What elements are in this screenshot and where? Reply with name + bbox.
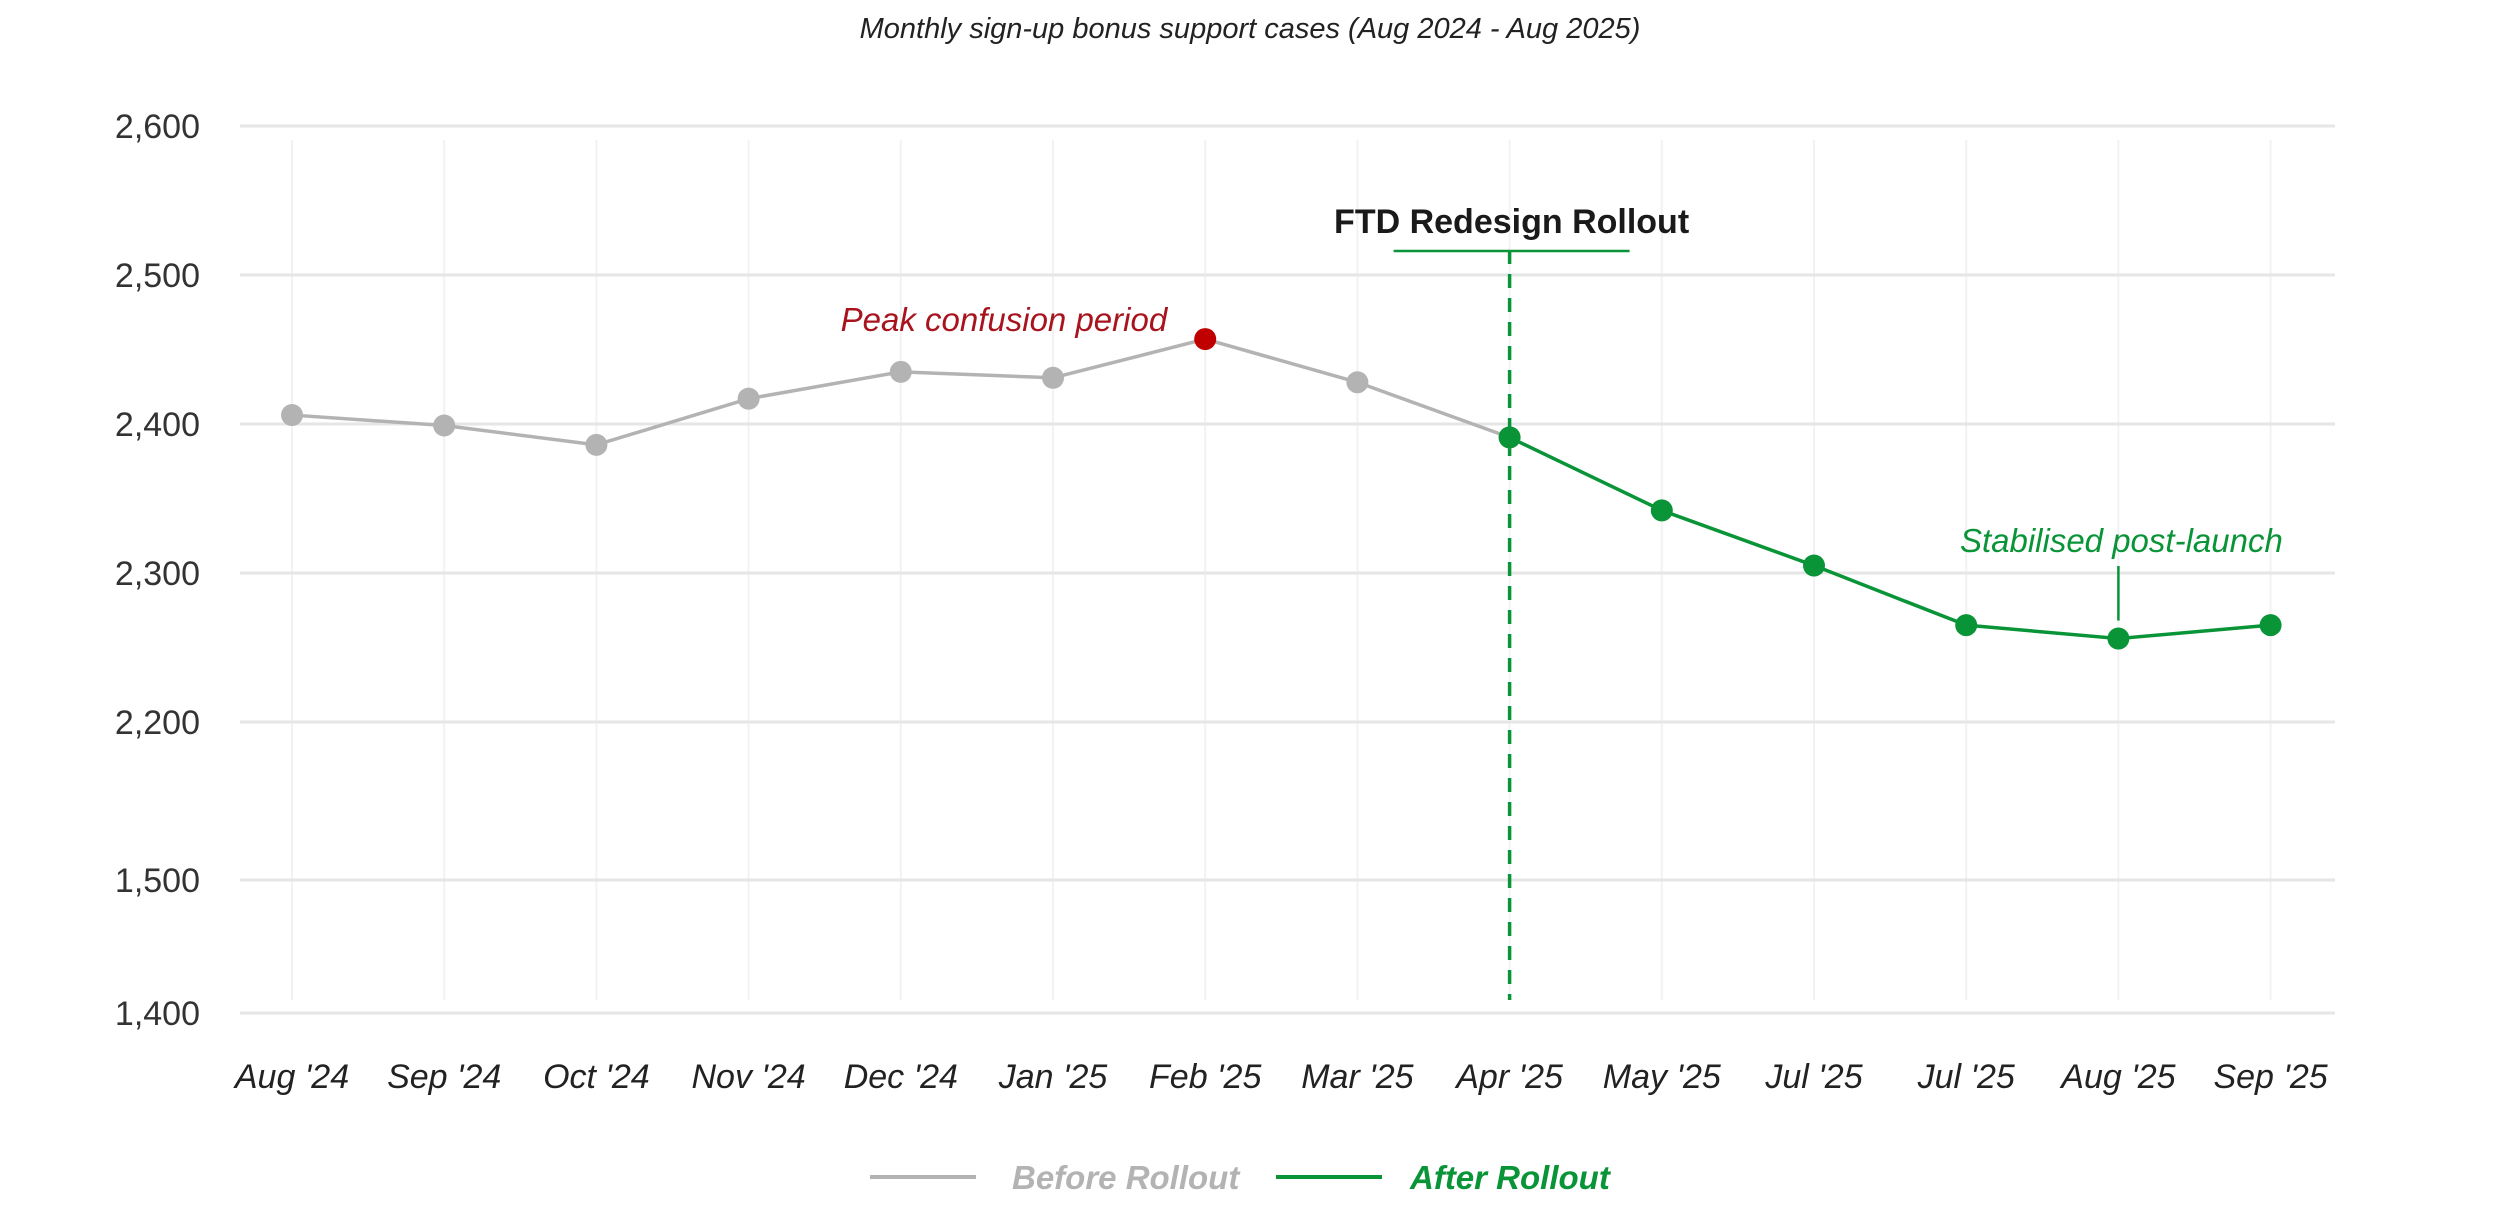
x-tick-label: Aug '24 xyxy=(233,1058,349,1096)
after-rollout-point xyxy=(1498,426,1521,449)
x-tick-label: Sep '24 xyxy=(387,1058,501,1096)
x-tick-label: Jan '25 xyxy=(998,1058,1108,1096)
after-rollout-point xyxy=(2107,627,2130,650)
y-tick-label: 2,500 xyxy=(115,257,200,295)
y-tick-label: 1,500 xyxy=(115,862,200,900)
x-tick-label: May '25 xyxy=(1603,1058,1721,1096)
rollout-label: FTD Redesign Rollout xyxy=(1334,203,1689,241)
y-tick-label: 2,600 xyxy=(115,108,200,146)
after-rollout-line xyxy=(1508,435,2271,641)
x-tick-label: Sep '25 xyxy=(2213,1058,2327,1096)
legend: Before Rollout After Rollout xyxy=(870,1159,1612,1196)
y-tick-label: 2,300 xyxy=(115,555,200,593)
series-lines xyxy=(291,337,2271,641)
x-tick-label: Jul '25 xyxy=(1917,1058,2015,1096)
legend-label-before: Before Rollout xyxy=(1012,1159,1241,1196)
horizontal-gridlines xyxy=(240,124,2335,1015)
before-rollout-point xyxy=(1194,328,1217,351)
x-tick-label: Apr '25 xyxy=(1454,1058,1563,1096)
x-tick-label: Aug '25 xyxy=(2059,1058,2175,1096)
before-rollout-point xyxy=(585,433,608,456)
after-rollout-point xyxy=(1955,614,1978,637)
stable-annotation: Stabilised post-launch xyxy=(1960,522,2283,559)
x-tick-label: Dec '24 xyxy=(844,1058,958,1096)
chart-title: Monthly sign-up bonus support cases (Aug… xyxy=(860,13,1641,45)
y-tick-label: 2,400 xyxy=(115,406,200,444)
vertical-gridlines xyxy=(291,140,2272,1000)
series-points xyxy=(281,328,2282,650)
x-axis-ticks: Aug '24 Sep '24 Oct '24 Nov '24 Dec '24 Jan '… xyxy=(233,1058,2328,1096)
before-rollout-point xyxy=(433,414,456,437)
after-rollout-point xyxy=(2259,614,2282,637)
after-rollout-point xyxy=(1650,499,1673,522)
x-tick-label: Oct '24 xyxy=(543,1058,650,1096)
legend-label-after: After Rollout xyxy=(1409,1159,1612,1196)
x-tick-label: Mar '25 xyxy=(1301,1058,1413,1096)
before-rollout-point xyxy=(889,360,912,383)
before-rollout-point xyxy=(1042,366,1064,389)
x-tick-label: Nov '24 xyxy=(691,1058,805,1096)
before-rollout-point xyxy=(281,404,303,427)
y-axis-ticks: 2,600 2,500 2,400 2,300 2,200 1,500 1,400 xyxy=(115,108,200,1033)
before-rollout-point xyxy=(1346,371,1369,394)
after-rollout-point xyxy=(1803,554,1825,577)
annotations: Peak confusion period Stabilised post-la… xyxy=(841,301,2283,621)
x-tick-label: Feb '25 xyxy=(1149,1058,1261,1096)
y-tick-label: 1,400 xyxy=(115,995,200,1033)
peak-annotation: Peak confusion period xyxy=(841,301,1169,338)
rollout-marker: FTD Redesign Rollout xyxy=(1334,203,1689,1000)
y-tick-label: 2,200 xyxy=(115,704,200,742)
x-tick-label: Jul '25 xyxy=(1764,1058,1862,1096)
before-rollout-point xyxy=(737,387,760,410)
